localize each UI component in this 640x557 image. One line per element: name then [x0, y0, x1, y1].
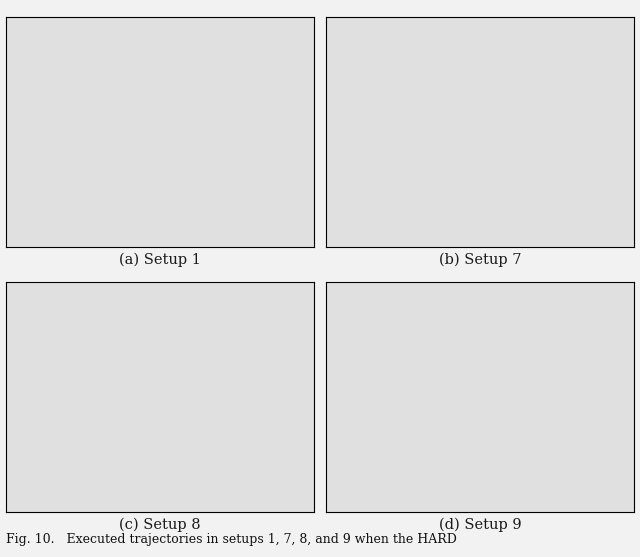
- X-axis label: (a) Setup 1: (a) Setup 1: [119, 253, 201, 267]
- X-axis label: (b) Setup 7: (b) Setup 7: [438, 253, 521, 267]
- X-axis label: (c) Setup 8: (c) Setup 8: [119, 518, 201, 532]
- X-axis label: (d) Setup 9: (d) Setup 9: [438, 518, 521, 532]
- Text: Fig. 10.   Executed trajectories in setups 1, 7, 8, and 9 when the HARD: Fig. 10. Executed trajectories in setups…: [6, 533, 457, 546]
